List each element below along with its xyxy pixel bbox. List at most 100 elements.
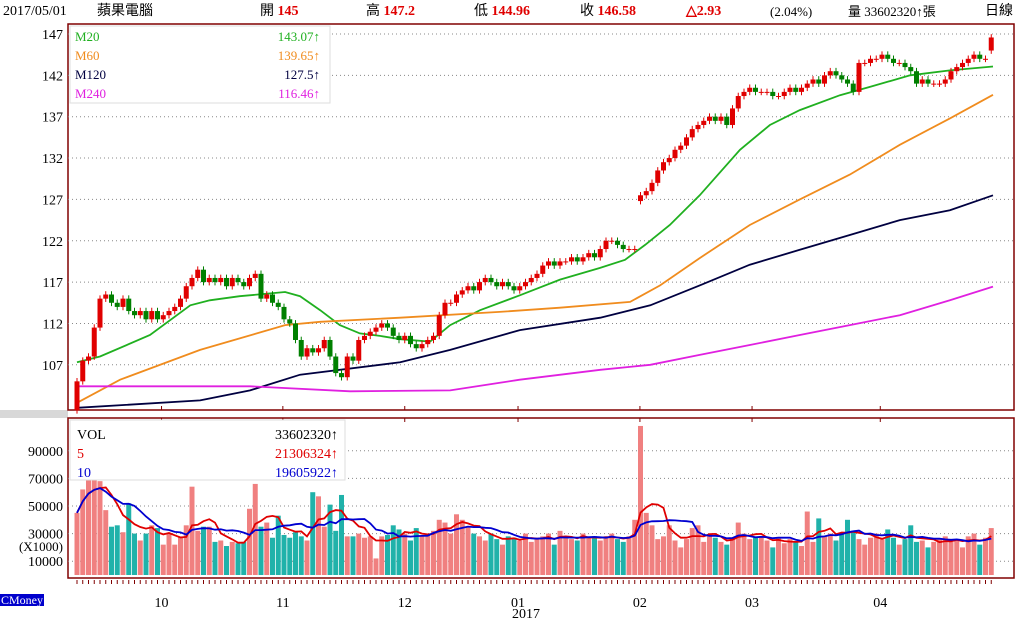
candle-body xyxy=(862,62,868,64)
candle-body xyxy=(776,96,781,98)
candle-body xyxy=(689,129,695,138)
cmoney-logo: CMoney xyxy=(0,593,44,607)
candle-body xyxy=(661,162,666,171)
price-tick-label: 117 xyxy=(43,276,63,291)
volume-bar xyxy=(310,492,316,575)
volume-bar xyxy=(270,537,275,575)
candle-body xyxy=(758,91,764,93)
candle-body xyxy=(632,249,638,251)
volume-bar xyxy=(781,543,787,575)
period-selector[interactable]: 日線 xyxy=(985,4,1013,19)
low-value: 144.96 xyxy=(491,4,531,19)
candle-body xyxy=(183,286,189,299)
volume-bar xyxy=(120,532,126,575)
ma-line-m60 xyxy=(76,94,994,404)
volume-bar xyxy=(954,540,960,575)
candle-body xyxy=(718,116,724,121)
candle-body xyxy=(425,339,431,345)
candle-body xyxy=(431,335,436,340)
price-legend-name: M60 xyxy=(75,48,100,63)
volume-bar xyxy=(569,539,574,575)
candle-body xyxy=(494,282,500,287)
candle-body xyxy=(91,327,97,357)
candle-body xyxy=(919,79,925,84)
volume-bar xyxy=(965,536,971,575)
change-value: △2.93 xyxy=(686,4,722,19)
volume-bar xyxy=(143,533,149,575)
candle-body xyxy=(787,87,793,92)
price-tick-label: 137 xyxy=(42,111,63,126)
volume-bar xyxy=(937,539,942,575)
volume-bar xyxy=(500,544,505,575)
candle-body xyxy=(114,302,120,307)
volume-bar xyxy=(551,544,557,575)
candle-body xyxy=(459,290,465,295)
candle-body xyxy=(408,335,413,345)
candle-body xyxy=(816,79,822,84)
volume-tick-label: 50000 xyxy=(28,500,63,515)
candle-body xyxy=(701,120,707,125)
price-legend-name: M240 xyxy=(75,86,106,101)
volume-bar xyxy=(298,536,304,575)
volume-bar xyxy=(356,533,362,575)
volume-bar xyxy=(862,544,868,575)
candle-body xyxy=(189,277,195,287)
volume-bar xyxy=(477,536,482,575)
candle-body xyxy=(505,282,511,287)
candle-body xyxy=(977,54,983,59)
candle-body xyxy=(942,79,948,84)
volume-bar xyxy=(281,534,287,575)
volume-bar xyxy=(592,536,597,575)
volume-bar xyxy=(649,525,655,575)
candle-body xyxy=(873,58,879,60)
candle-body xyxy=(465,286,471,291)
candle-body xyxy=(712,116,718,121)
candle-body xyxy=(983,58,988,60)
volume-bar xyxy=(810,541,816,575)
candle-body xyxy=(856,62,862,92)
volume-bar xyxy=(419,536,425,575)
candle-body xyxy=(839,75,845,80)
volume-bar xyxy=(103,510,109,575)
volume-bar xyxy=(183,525,189,575)
candle-body xyxy=(339,373,344,378)
volume-bar xyxy=(86,478,91,575)
volume-tick-label: 30000 xyxy=(28,528,63,543)
volume-bar xyxy=(448,533,454,575)
volume-bar xyxy=(643,512,649,575)
volume-bar xyxy=(126,503,132,575)
volume-bar xyxy=(626,536,632,575)
candle-body xyxy=(810,79,816,84)
candle-body xyxy=(155,311,160,320)
open-label: 開 xyxy=(260,4,274,19)
volume-bar xyxy=(908,525,914,575)
candle-body xyxy=(413,344,419,349)
candle-body xyxy=(707,116,712,121)
candle-body xyxy=(229,277,235,287)
volume-bar xyxy=(235,543,241,575)
volume-bar xyxy=(373,558,379,575)
volume-bar xyxy=(275,515,281,575)
volume-bar xyxy=(264,522,270,575)
volume-bar xyxy=(632,519,638,575)
month-label: 02 xyxy=(633,596,647,611)
candle-body xyxy=(74,381,80,411)
candle-body xyxy=(845,79,850,84)
price-legend-name: M20 xyxy=(75,29,100,44)
candle-body xyxy=(770,91,776,97)
volume-bar xyxy=(891,537,896,575)
volume-bar xyxy=(689,528,695,575)
volume-bar xyxy=(97,481,103,575)
volume-bar xyxy=(885,529,891,575)
candle-body xyxy=(511,286,517,291)
volume-bar xyxy=(534,539,540,575)
volume-bar xyxy=(678,547,684,575)
volume-bar xyxy=(741,533,747,575)
price-legend-box xyxy=(69,25,331,104)
candle-body xyxy=(908,67,914,72)
candle-body xyxy=(316,348,321,353)
candle-body xyxy=(574,257,580,262)
volume-unit-label: (X1000) xyxy=(19,539,63,554)
price-tick-label: 107 xyxy=(42,359,63,374)
